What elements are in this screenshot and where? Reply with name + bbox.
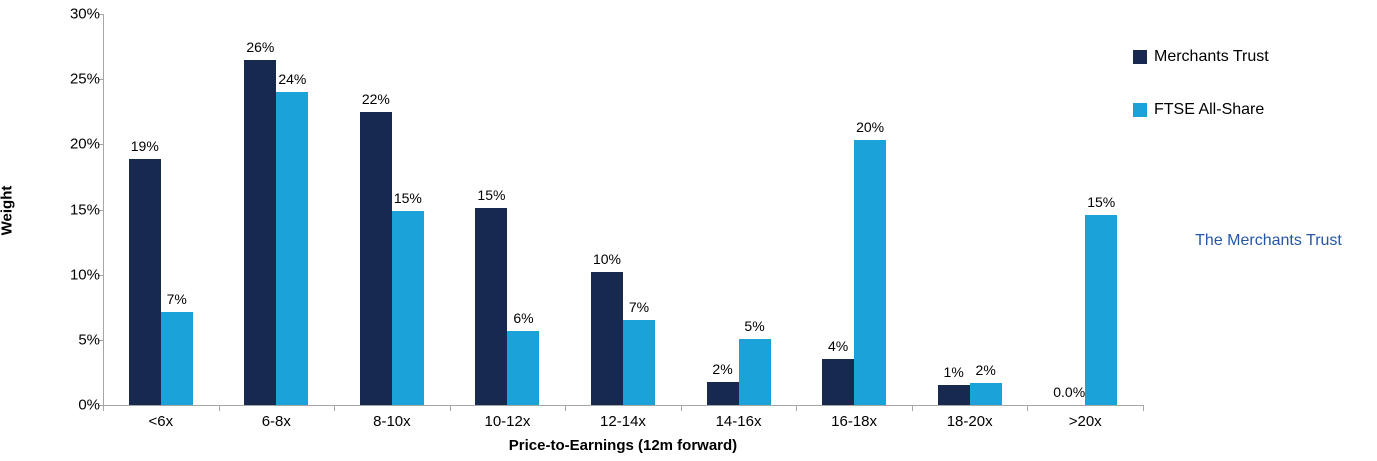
y-tick-label: 10% (69, 266, 100, 284)
bar-ftse-16-18x (854, 140, 887, 405)
bar-merchants-18-20x (937, 385, 970, 405)
y-tick-mark (98, 79, 103, 81)
category-label: 6-8x (261, 413, 291, 430)
bar-ftse-12-14x (623, 320, 655, 405)
bar-ftse-14-16x (738, 338, 771, 405)
bar-value-label: 2% (712, 360, 733, 377)
x-tick-mark (796, 405, 798, 411)
bar-value-label: 2% (975, 361, 996, 378)
legend-item: FTSE All-Share (1133, 101, 1269, 119)
y-tick-label: 0% (78, 396, 100, 414)
bar-merchants-12-14x (591, 272, 623, 405)
bar-ftse->20x (1085, 214, 1118, 405)
brand-text: The Merchants Trust (1195, 232, 1342, 249)
bar-value-label: 15% (477, 187, 506, 204)
category-label: 12-14x (600, 413, 646, 430)
category-label: 8-10x (373, 413, 411, 430)
x-tick-mark (680, 405, 682, 411)
bar-value-label: 15% (1087, 193, 1116, 210)
bar-merchants-<6x (128, 158, 161, 405)
category-label: 16-18x (831, 413, 878, 430)
bar-value-label: 24% (278, 71, 307, 88)
x-tick-mark (449, 405, 451, 411)
y-tick-label: 20% (69, 135, 100, 153)
bar-ftse-6-8x (276, 92, 309, 405)
y-tick-label: 5% (78, 331, 100, 349)
legend-swatch-icon (1133, 103, 1147, 117)
bar-value-label: 0.0% (1053, 384, 1086, 400)
category-label: <6x (148, 413, 174, 430)
y-tick-mark (98, 14, 103, 15)
legend-item: Merchants Trust (1133, 48, 1269, 66)
x-tick-mark (1143, 405, 1144, 411)
bar-value-label: 15% (393, 189, 422, 206)
y-tick-mark (98, 339, 103, 341)
bar-ftse-<6x (160, 312, 193, 405)
bar-value-label: 5% (744, 317, 765, 334)
x-tick-mark (565, 405, 567, 411)
bar-value-label: 19% (130, 137, 159, 154)
bar-value-label: 7% (166, 291, 187, 308)
x-axis-title: Price-to-Earnings (12m forward) (508, 437, 738, 454)
y-tick-mark (98, 274, 103, 276)
bar-value-label: 22% (361, 90, 390, 107)
bar-value-label: 10% (592, 251, 622, 268)
y-tick-mark (98, 405, 103, 406)
bar-value-label: 7% (628, 299, 650, 316)
x-tick-mark (218, 405, 220, 411)
y-tick-mark (98, 209, 103, 211)
legend-label: Merchants Trust (1154, 48, 1269, 65)
bar-ftse-10-12x (507, 330, 540, 405)
bar-merchants-16-18x (822, 359, 855, 405)
bar-value-label: 6% (513, 309, 534, 326)
category-label: >20x (1068, 413, 1102, 430)
bar-ftse-18-20x (969, 382, 1002, 405)
x-tick-mark (1027, 405, 1029, 411)
bar-merchants-14-16x (706, 381, 739, 405)
category-label: 14-16x (715, 413, 762, 430)
legend-swatch-icon (1133, 50, 1147, 64)
bar-merchants-10-12x (475, 208, 508, 405)
category-label: 18-20x (946, 413, 993, 430)
y-tick-mark (98, 144, 103, 146)
y-tick-label: 15% (69, 201, 100, 218)
y-axis-line (103, 14, 104, 405)
legend: Merchants Trust FTSE All-Share (1133, 48, 1269, 154)
x-tick-mark (334, 405, 336, 411)
x-tick-mark (911, 405, 913, 411)
bar-value-label: 4% (827, 338, 849, 355)
y-tick-label: 30% (69, 5, 100, 23)
bar-value-label: 1% (943, 364, 964, 381)
bar-value-label: 20% (856, 119, 885, 136)
category-label: 10-12x (484, 413, 531, 430)
bar-merchants-6-8x (244, 59, 277, 405)
x-axis-line (103, 405, 1143, 406)
y-axis-title: Weight (0, 185, 16, 236)
x-tick-mark (103, 405, 104, 411)
bar-ftse-8-10x (391, 210, 424, 405)
bar-merchants-8-10x (359, 111, 392, 405)
legend-label: FTSE All-Share (1154, 101, 1265, 118)
bar-value-label: 26% (246, 38, 275, 55)
y-tick-label: 25% (69, 70, 100, 88)
